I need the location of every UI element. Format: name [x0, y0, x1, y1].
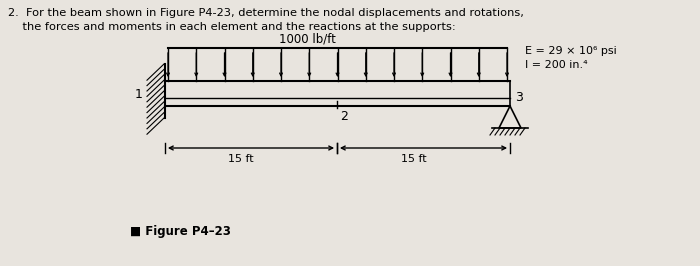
Text: E = 29 × 10⁶ psi: E = 29 × 10⁶ psi	[525, 46, 617, 56]
Text: 15 ft: 15 ft	[228, 154, 254, 164]
Text: I = 200 in.⁴: I = 200 in.⁴	[525, 60, 587, 70]
Text: 2: 2	[340, 110, 348, 123]
Text: 2.  For the beam shown in Figure P4-23, determine the nodal displacements and ro: 2. For the beam shown in Figure P4-23, d…	[8, 8, 524, 18]
Polygon shape	[499, 106, 521, 128]
Text: 3: 3	[515, 91, 523, 104]
Text: 1: 1	[135, 88, 143, 101]
Text: the forces and moments in each element and the reactions at the supports:: the forces and moments in each element a…	[8, 22, 456, 32]
Text: 15 ft: 15 ft	[400, 154, 426, 164]
Text: 1000 lb/ft: 1000 lb/ft	[279, 32, 336, 45]
Text: ■ Figure P4–23: ■ Figure P4–23	[130, 225, 231, 238]
